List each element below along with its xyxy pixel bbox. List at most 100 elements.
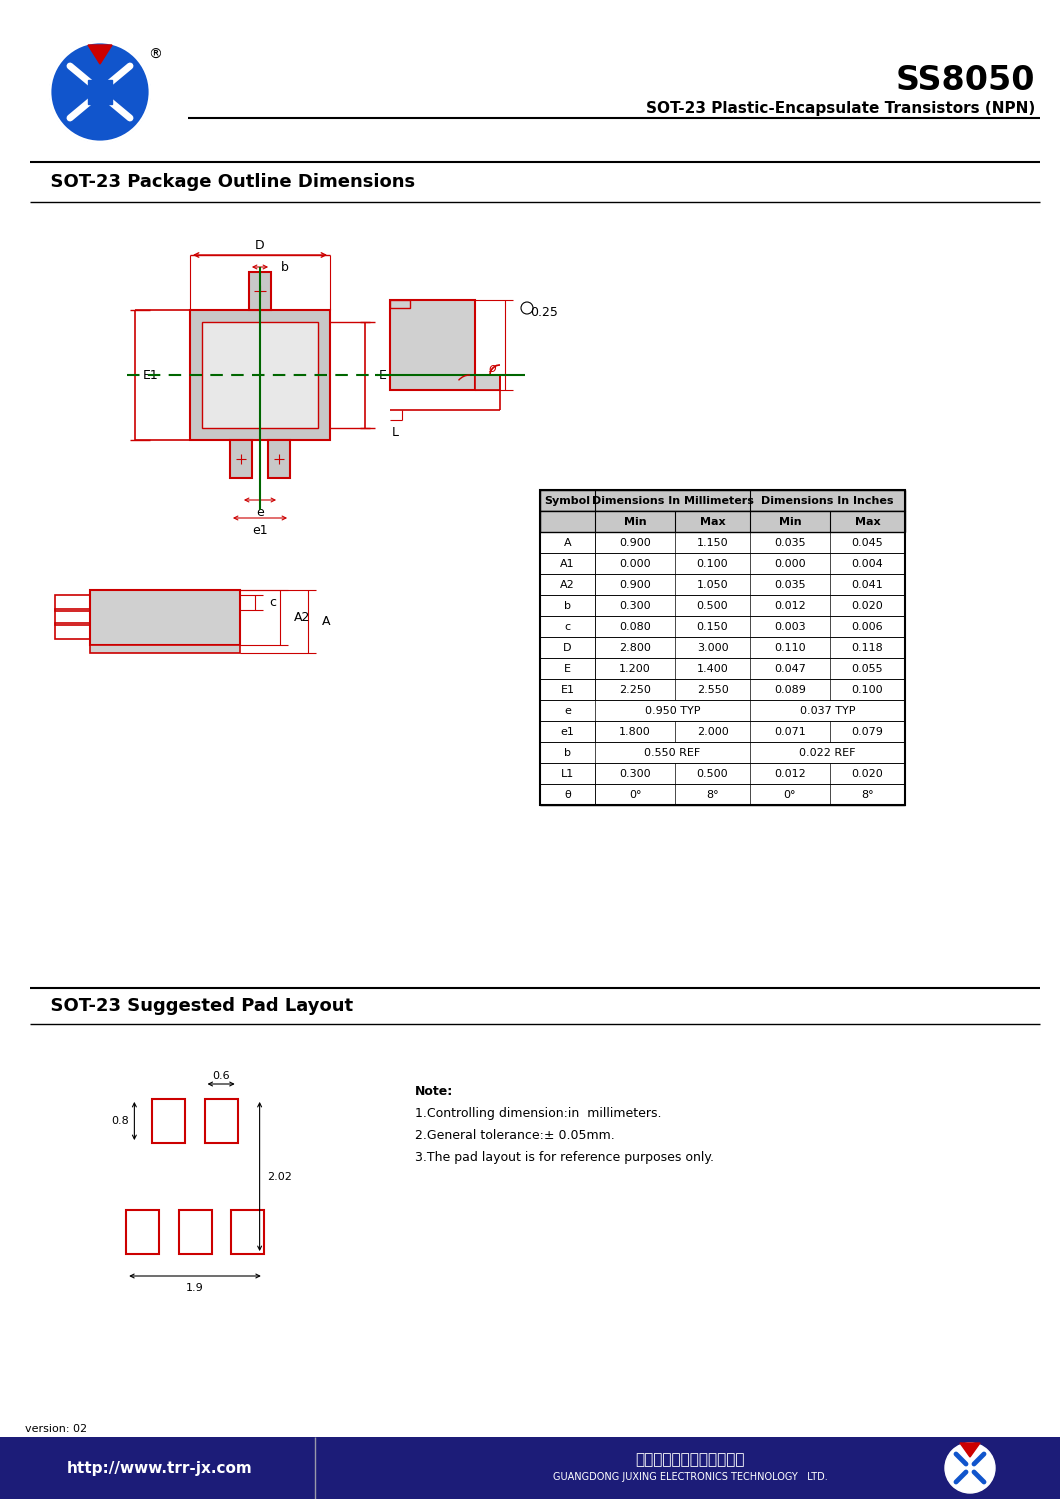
Text: 0.055: 0.055 [851,664,883,673]
Circle shape [50,42,151,142]
Text: 3.The pad layout is for reference purposes only.: 3.The pad layout is for reference purpos… [416,1151,714,1165]
Text: 1.800: 1.800 [619,727,651,736]
Bar [540,511,905,532]
Bar [205,1099,237,1144]
Bar [540,742,905,763]
Text: A1: A1 [560,559,575,568]
Text: b: b [564,748,571,757]
Bar [0,1438,1060,1499]
Text: 0.012: 0.012 [774,769,806,778]
Bar [55,624,90,639]
Text: 1.200: 1.200 [619,664,651,673]
Text: SS8050: SS8050 [896,63,1035,96]
Bar [540,721,905,742]
Bar [540,784,905,805]
Text: b: b [564,601,571,610]
Text: 0.035: 0.035 [774,580,806,589]
Bar [540,616,905,637]
Text: ø: ø [489,361,496,375]
Text: A: A [322,615,331,628]
Text: 0.900: 0.900 [619,580,651,589]
Text: 0.079: 0.079 [851,727,883,736]
Bar [230,441,252,478]
Text: 0.900: 0.900 [619,538,651,547]
Text: 8°: 8° [706,790,719,799]
Text: Dimensions In Inches: Dimensions In Inches [761,496,894,505]
Bar [390,300,475,390]
Text: 2.550: 2.550 [696,685,728,694]
Text: 0.500: 0.500 [696,769,728,778]
Text: 0.500: 0.500 [696,601,728,610]
Text: e: e [564,706,571,715]
Bar [231,1210,264,1255]
Bar [190,310,330,441]
Text: E: E [379,369,387,382]
Text: version: 02: version: 02 [25,1424,87,1435]
Bar [540,700,905,721]
Text: 0.000: 0.000 [619,559,651,568]
Text: 1.400: 1.400 [696,664,728,673]
Text: θ: θ [564,790,571,799]
Bar [90,591,240,645]
Text: 0.045: 0.045 [851,538,883,547]
Bar [540,553,905,574]
Bar [126,1210,159,1255]
Text: 0.300: 0.300 [619,601,651,610]
Text: 0.071: 0.071 [774,727,806,736]
Bar [540,532,905,553]
Bar [540,574,905,595]
Bar [540,490,905,511]
Text: Max: Max [700,517,725,526]
Bar [475,375,500,390]
Text: 0.300: 0.300 [619,769,651,778]
Text: 0.6: 0.6 [212,1070,230,1081]
Text: D: D [563,643,571,652]
Text: 0.020: 0.020 [851,601,883,610]
Bar [249,271,271,310]
Text: 0.006: 0.006 [851,622,883,631]
Bar [55,595,90,612]
Text: 0.037 TYP: 0.037 TYP [799,706,855,715]
Text: 0.080: 0.080 [619,622,651,631]
Text: 2.250: 2.250 [619,685,651,694]
Bar [88,79,112,103]
Text: 0.000: 0.000 [774,559,806,568]
Text: 0.022 REF: 0.022 REF [799,748,855,757]
Text: 2.02: 2.02 [267,1172,293,1181]
Text: e1: e1 [252,523,268,537]
Text: 0.100: 0.100 [851,685,883,694]
Text: Dimensions In Millimeters: Dimensions In Millimeters [591,496,754,505]
Text: 0.100: 0.100 [696,559,728,568]
Polygon shape [88,45,112,64]
Text: Max: Max [854,517,880,526]
Text: 0.047: 0.047 [774,664,806,673]
Text: 0.118: 0.118 [851,643,883,652]
Bar [202,322,318,429]
Text: 广东鷾兴电子科技有限公司: 广东鷾兴电子科技有限公司 [635,1453,745,1468]
Text: L1: L1 [561,769,575,778]
Text: GUANGDONG JUXING ELECTRONICS TECHNOLOGY   LTD.: GUANGDONG JUXING ELECTRONICS TECHNOLOGY … [552,1472,828,1483]
Text: SOT-23 Package Outline Dimensions: SOT-23 Package Outline Dimensions [38,172,416,190]
Bar [540,763,905,784]
Text: Min: Min [779,517,801,526]
Text: 1.Controlling dimension:in  millimeters.: 1.Controlling dimension:in millimeters. [416,1106,661,1120]
Text: Min: Min [623,517,647,526]
Text: 0°: 0° [783,790,796,799]
Text: 1.050: 1.050 [696,580,728,589]
Text: E1: E1 [561,685,575,694]
Text: A: A [564,538,571,547]
Text: A2: A2 [294,612,311,624]
Text: c: c [564,622,570,631]
Text: 0.25: 0.25 [530,306,558,318]
Bar [153,1099,186,1144]
Text: 3.000: 3.000 [696,643,728,652]
Text: b: b [281,261,289,273]
Text: Note:: Note: [416,1085,454,1097]
Text: 0.003: 0.003 [774,622,806,631]
Text: 8°: 8° [861,790,873,799]
Text: 1.150: 1.150 [696,538,728,547]
Text: 0.035: 0.035 [774,538,806,547]
Bar [540,490,905,805]
Bar [390,300,410,307]
Text: http://www.trr-jx.com: http://www.trr-jx.com [67,1460,253,1475]
